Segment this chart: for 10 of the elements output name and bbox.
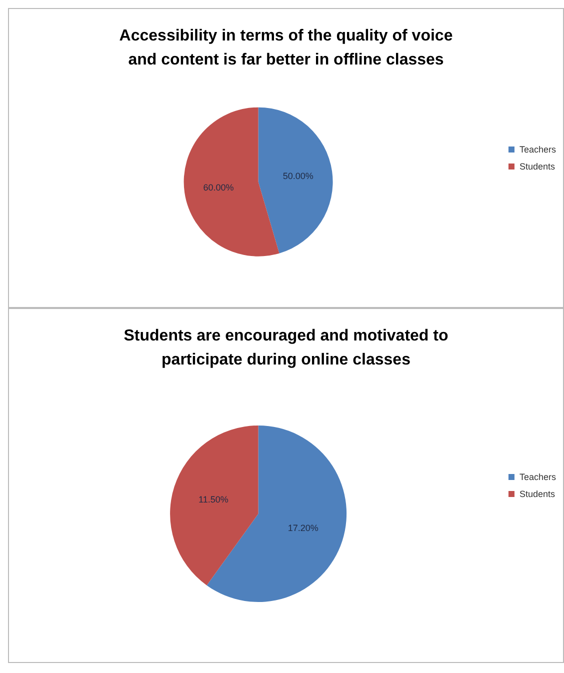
legend-label: Students — [519, 162, 556, 172]
legend-label: Teachers — [519, 472, 556, 482]
chart-title: Students are encouraged and motivated to participate during online classes — [124, 328, 448, 368]
data-label: 50.00% — [282, 171, 314, 182]
data-label: 11.50% — [198, 494, 228, 504]
data-label: 60.00% — [203, 182, 234, 193]
legend-label: Students — [519, 489, 556, 499]
legend-label: Teachers — [519, 144, 556, 154]
chart-title: Accessibility in terms of the quality of voice and content is far better in offline classes — [119, 28, 453, 68]
data-label: 17.20% — [288, 523, 318, 534]
